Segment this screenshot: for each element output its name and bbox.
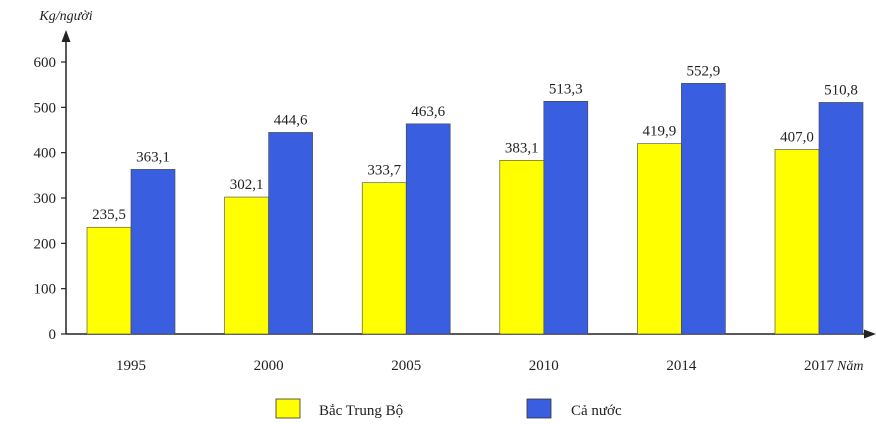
bar-ca-nuoc-1995 — [130, 169, 176, 335]
y-tick-label: 100 — [34, 282, 57, 298]
y-ticks: 0 100 200 300 400 500 600 — [34, 55, 66, 343]
y-axis-arrow — [61, 30, 71, 42]
data-label: 383,1 — [505, 140, 539, 156]
category-label: 2014 — [666, 358, 697, 374]
legend-label-ca-nuoc: Cả nước — [571, 403, 622, 419]
data-label: 419,9 — [643, 124, 677, 140]
y-tick-label: 500 — [34, 100, 57, 116]
category-label: 2000 — [254, 358, 284, 374]
legend-label-bac-trung-bo: Bắc Trung Bộ — [319, 403, 403, 419]
y-axis-title: Kg/người — [38, 9, 92, 24]
bar-bac-trung-bo-2017 — [774, 149, 820, 335]
bar-bac-trung-bo-1995 — [86, 226, 132, 335]
y-tick-label: 0 — [49, 327, 57, 343]
axes: Kg/người Năm — [38, 9, 876, 374]
legend-swatch-ca-nuoc — [526, 398, 552, 419]
bar-bac-trung-bo-2000 — [224, 196, 269, 335]
data-labels: 235,5 363,1 302,1 444,6 333,7 463,6 383,1 513,3… — [92, 63, 858, 223]
data-label: 333,7 — [367, 163, 401, 179]
data-label: 463,6 — [411, 104, 445, 120]
data-label: 407,0 — [780, 129, 814, 145]
data-label: 510,8 — [824, 82, 858, 98]
bar-ca-nuoc-2010 — [543, 101, 589, 335]
y-tick-label: 400 — [34, 146, 57, 162]
data-label: 513,3 — [549, 81, 583, 97]
y-tick-label: 600 — [34, 55, 57, 71]
bar-ca-nuoc-2005 — [405, 123, 451, 335]
category-label: 2005 — [391, 358, 421, 374]
bar-ca-nuoc-2017 — [818, 102, 864, 335]
bar-bac-trung-bo-2014 — [637, 143, 682, 335]
category-labels: 1995 2000 2005 2010 2014 2017 — [116, 358, 835, 374]
data-label: 235,5 — [92, 207, 126, 223]
legend: Bắc Trung Bộ Cả nước — [275, 398, 622, 419]
data-label: 302,1 — [230, 177, 264, 193]
y-tick-label: 200 — [34, 236, 57, 252]
category-label: 2017 — [804, 358, 835, 374]
bar-ca-nuoc-2000 — [268, 132, 313, 335]
legend-swatch-bac-trung-bo — [275, 398, 301, 419]
x-axis-title: Năm — [836, 359, 863, 374]
y-tick-label: 300 — [34, 191, 57, 207]
bar-bac-trung-bo-2010 — [499, 160, 545, 335]
data-label: 444,6 — [274, 112, 308, 128]
data-label: 552,9 — [687, 63, 721, 79]
bar-bac-trung-bo-2005 — [361, 182, 407, 335]
bar-ca-nuoc-2014 — [681, 83, 726, 335]
x-axis-arrow — [864, 329, 876, 339]
category-label: 1995 — [116, 358, 146, 374]
bars — [86, 83, 864, 335]
data-label: 363,1 — [136, 149, 170, 165]
category-label: 2010 — [529, 358, 559, 374]
